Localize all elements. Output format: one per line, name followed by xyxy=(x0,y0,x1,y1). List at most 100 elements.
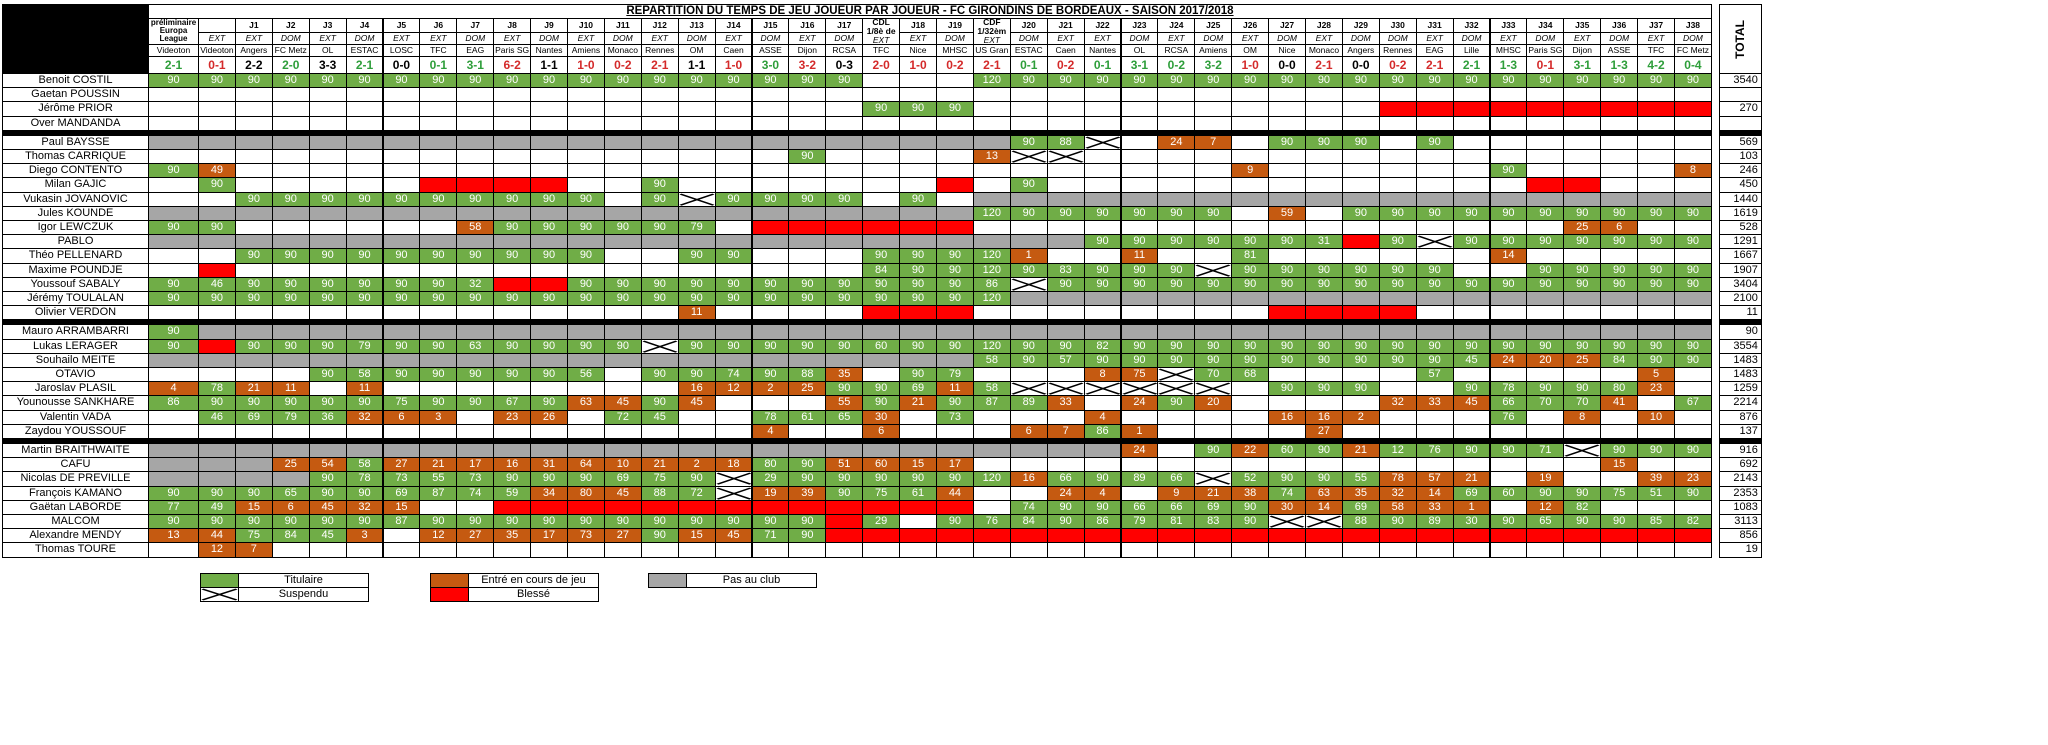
minutes-cell: 90 xyxy=(234,338,273,354)
minutes-value: 90 xyxy=(1280,382,1294,395)
minutes-cell xyxy=(1305,163,1343,179)
minutes-cell xyxy=(456,381,495,397)
minutes-value: 90 xyxy=(1170,353,1183,366)
minutes-value: 90 xyxy=(1649,206,1663,219)
minutes-cell xyxy=(1194,101,1233,117)
minutes-value: 58 xyxy=(985,353,998,366)
minutes-value: 90 xyxy=(1428,135,1441,148)
minutes-value: 90 xyxy=(838,486,851,499)
minutes-cell xyxy=(751,395,790,411)
minutes-value: 32 xyxy=(358,500,371,513)
minutes-cell: 90 xyxy=(567,248,605,264)
minutes-cell: 90 xyxy=(1563,381,1602,397)
minutes-cell: 23 xyxy=(1674,471,1712,487)
match-score-5: 2-1 xyxy=(345,56,384,74)
minutes-cell xyxy=(972,163,1011,179)
minutes-cell: 5 xyxy=(1637,367,1675,383)
minutes-cell xyxy=(972,542,1011,558)
minutes-cell xyxy=(788,177,827,193)
minutes-cell xyxy=(862,528,901,544)
minutes-cell xyxy=(1305,149,1343,165)
minutes-cell: 90 xyxy=(1305,381,1343,397)
minutes-cell: 90 xyxy=(677,276,716,292)
minutes-value: 90 xyxy=(838,339,851,352)
minutes-cell xyxy=(677,352,716,368)
minutes-cell: 35 xyxy=(1341,485,1380,501)
minutes-cell xyxy=(1194,149,1233,165)
minutes-cell xyxy=(640,423,679,439)
player-name: Thomas CARRIQUE xyxy=(2,149,149,165)
minutes-cell xyxy=(1600,528,1639,544)
minutes-cell: 27 xyxy=(1305,423,1343,439)
minutes-value: 90 xyxy=(395,339,408,352)
minutes-value: 90 xyxy=(1244,277,1257,290)
match-header-25: J22 xyxy=(1083,18,1122,33)
minutes-value: 86 xyxy=(985,277,998,290)
minutes-cell xyxy=(1231,220,1270,236)
suspended-cell xyxy=(714,471,753,487)
match-score-10: 1-1 xyxy=(530,56,568,74)
minutes-value: 13 xyxy=(985,150,998,163)
minutes-value: 69 xyxy=(1207,500,1220,513)
minutes-cell xyxy=(234,234,273,250)
minutes-cell xyxy=(1637,291,1675,307)
minutes-cell: 90 xyxy=(1341,262,1380,278)
minutes-value: 45 xyxy=(616,396,629,409)
minutes-cell xyxy=(1268,457,1306,473)
minutes-cell xyxy=(1157,149,1196,165)
minutes-cell: 90 xyxy=(936,276,974,292)
minutes-value: 12 xyxy=(210,543,224,556)
minutes-cell xyxy=(936,423,974,439)
minutes-value: 66 xyxy=(1133,500,1146,513)
legend-label-G: Pas au club xyxy=(686,572,817,588)
match-score-17: 3-2 xyxy=(788,56,827,74)
minutes-cell xyxy=(198,101,236,117)
minutes-cell xyxy=(345,352,384,368)
match-score-4: 3-3 xyxy=(308,56,347,74)
minutes-cell xyxy=(493,381,532,397)
minutes-value: 4 xyxy=(767,424,774,437)
suspended-cross-icon xyxy=(1048,150,1084,163)
minutes-cell xyxy=(788,305,827,321)
minutes-value: 90 xyxy=(506,472,519,485)
minutes-cell xyxy=(382,443,421,459)
match-score-30: 0-0 xyxy=(1268,56,1306,74)
group-separator xyxy=(1718,130,1762,135)
suspended-cross-icon xyxy=(1195,382,1231,395)
minutes-value: 9 xyxy=(1173,486,1180,499)
suspended-cell xyxy=(1194,381,1233,397)
minutes-cell xyxy=(1378,149,1417,165)
minutes-value: 3 xyxy=(361,529,368,542)
minutes-value: 63 xyxy=(1317,486,1331,499)
minutes-value: 23 xyxy=(1649,382,1663,395)
minutes-value: 90 xyxy=(210,486,224,499)
minutes-value: 70 xyxy=(1207,368,1220,381)
minutes-value: 27 xyxy=(469,529,482,542)
minutes-value: 16 xyxy=(506,458,519,471)
minutes-value: 14 xyxy=(1317,500,1331,513)
minutes-cell xyxy=(530,87,568,103)
minutes-cell: 45 xyxy=(1452,395,1491,411)
minutes-value: 90 xyxy=(579,472,593,485)
match-header-27: J24 xyxy=(1157,18,1196,33)
minutes-cell xyxy=(308,305,347,321)
minutes-cell: 71 xyxy=(1526,443,1565,459)
minutes-cell xyxy=(1305,528,1343,544)
player-total: 1667 xyxy=(1718,248,1762,264)
suspended-cross-icon xyxy=(1564,444,1600,457)
minutes-cell xyxy=(148,191,199,207)
minutes-cell: 75 xyxy=(1120,367,1159,383)
minutes-cell xyxy=(1268,305,1306,321)
minutes-value: 90 xyxy=(358,192,371,205)
minutes-cell xyxy=(1120,101,1159,117)
minutes-cell xyxy=(1083,457,1122,473)
minutes-value: 6 xyxy=(1616,221,1623,234)
minutes-cell xyxy=(1305,220,1343,236)
minutes-value: 88 xyxy=(653,486,666,499)
minutes-cell xyxy=(493,234,532,250)
minutes-cell: 90 xyxy=(1231,338,1270,354)
minutes-cell xyxy=(1378,381,1417,397)
minutes-value: 69 xyxy=(911,382,925,395)
minutes-value: 90 xyxy=(395,368,408,381)
minutes-cell: 21 xyxy=(1194,485,1233,501)
